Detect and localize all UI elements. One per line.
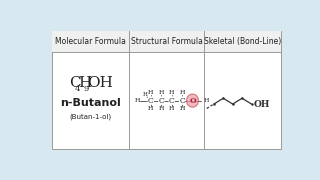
Text: H: H <box>135 98 140 103</box>
Text: C: C <box>179 97 185 105</box>
Text: (Butan-1-ol): (Butan-1-ol) <box>69 114 112 120</box>
Text: H: H <box>203 98 209 103</box>
Text: H: H <box>169 90 174 95</box>
Text: O: O <box>189 97 196 105</box>
Bar <box>52 31 281 149</box>
Text: OH: OH <box>253 100 270 109</box>
Text: OH: OH <box>87 76 113 90</box>
Text: H: H <box>180 106 185 111</box>
Text: H: H <box>142 92 147 97</box>
Text: n-Butanol: n-Butanol <box>60 98 121 108</box>
Text: H: H <box>159 90 164 95</box>
Text: H: H <box>180 90 185 95</box>
Text: Skeletal (Bond-Line): Skeletal (Bond-Line) <box>204 37 281 46</box>
Bar <box>52 31 281 52</box>
Text: C: C <box>69 76 81 90</box>
Text: C: C <box>158 97 164 105</box>
Text: H: H <box>169 106 174 111</box>
Text: C: C <box>148 97 154 105</box>
Text: H: H <box>148 106 154 111</box>
Text: Structural Formula: Structural Formula <box>131 37 203 46</box>
Text: H: H <box>148 90 154 95</box>
Text: C: C <box>169 97 175 105</box>
Text: Molecular Formula: Molecular Formula <box>55 37 126 46</box>
Ellipse shape <box>187 94 198 107</box>
Text: H: H <box>78 76 92 90</box>
Text: H: H <box>159 106 164 111</box>
Text: 4: 4 <box>75 85 81 93</box>
Text: 9: 9 <box>84 85 89 93</box>
